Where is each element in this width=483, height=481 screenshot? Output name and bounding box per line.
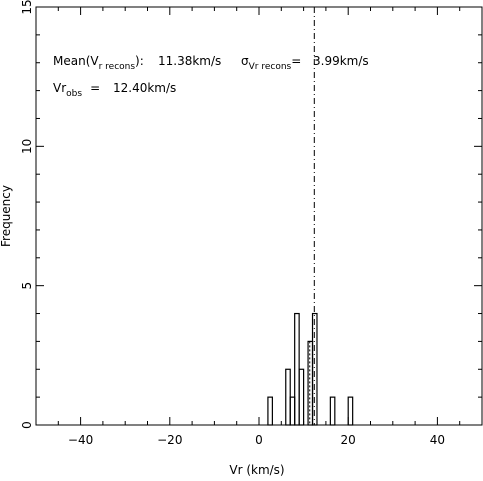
x-tick-label: 0: [255, 433, 263, 447]
obs-value: 12.40km/s: [113, 81, 176, 95]
sigma-subscript: Vr recons: [249, 62, 292, 72]
sigma-value: 3.99km/s: [313, 54, 369, 68]
x-tick-label: 20: [341, 433, 356, 447]
mean-annotation: Mean(Vr recons):: [53, 54, 144, 72]
histogram-bars: [267, 312, 354, 426]
sigma-equals: =: [291, 54, 301, 68]
axis-ticks: −40 −20 0 20 40 0 5 10 15: [20, 0, 483, 447]
y-tick-label: 15: [20, 0, 34, 15]
histogram-bar: [267, 396, 273, 426]
y-axis-label: Frequency: [0, 185, 13, 247]
obs-subscript: obs: [66, 89, 82, 99]
x-axis-label: Vr (km/s): [229, 463, 284, 477]
histogram-bar: [285, 368, 291, 426]
obs-annotation: Vrobs =: [53, 81, 100, 99]
mean-close: ):: [135, 54, 144, 68]
histogram-bar: [289, 396, 296, 426]
sigma-annotation: σVr recons=: [241, 54, 301, 72]
x-tick-label: −20: [157, 433, 182, 447]
x-tick-label: −40: [68, 433, 93, 447]
histogram-bar: [298, 368, 305, 426]
sigma-symbol: σ: [241, 54, 249, 68]
mean-value: 11.38km/s: [158, 54, 221, 68]
histogram-bar: [347, 396, 354, 426]
x-tick-label: 40: [430, 433, 445, 447]
histogram-bar: [311, 312, 318, 426]
y-tick-label: 0: [20, 421, 34, 429]
obs-label: Vr: [53, 81, 66, 95]
histogram-bar: [329, 396, 336, 426]
obs-equals: =: [90, 81, 100, 95]
mean-label: Mean(V: [53, 54, 99, 68]
histogram-bar: [307, 340, 314, 426]
y-tick-label: 5: [20, 282, 34, 290]
histogram-bar: [294, 312, 300, 426]
y-tick-label: 10: [20, 139, 34, 154]
mean-subscript: r recons: [99, 62, 136, 72]
